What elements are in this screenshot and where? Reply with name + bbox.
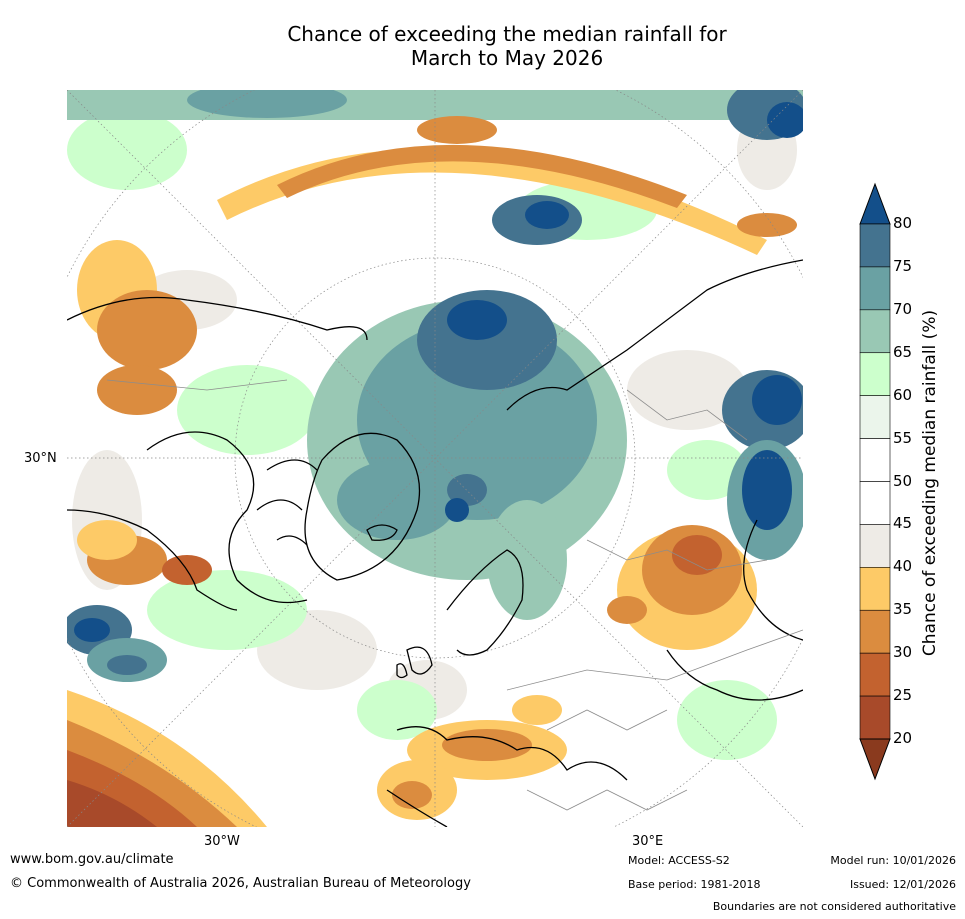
greenland-coast xyxy=(304,432,421,581)
colorbar-tick-label: 30 xyxy=(893,643,913,662)
siberia-coast xyxy=(506,259,803,411)
colorbar-band-20-25 xyxy=(859,695,891,740)
subtropical-atlantic-dry-region xyxy=(67,690,267,827)
boundaries-disclaimer: Boundaries are not considered authoritat… xyxy=(712,900,956,913)
central-asia-dry-region xyxy=(607,525,757,650)
colorbar xyxy=(859,182,891,781)
arctic-wet-region xyxy=(307,195,627,620)
colorbar-band-70-75 xyxy=(859,266,891,311)
north-america-coast xyxy=(67,296,368,611)
colorbar-tick-label: 70 xyxy=(893,299,913,318)
colorbar-tick-label: 45 xyxy=(893,514,913,533)
rainfall-probability-map xyxy=(67,90,803,827)
colorbar-tick-label: 50 xyxy=(893,471,913,490)
colorbar-band-50-55 xyxy=(859,438,891,482)
graticule xyxy=(67,90,803,827)
mediterranean-dry-region xyxy=(377,695,567,820)
colorbar-band-35-40 xyxy=(859,567,891,611)
copyright-text: © Commonwealth of Australia 2026, Austra… xyxy=(10,876,471,891)
scandinavia-coast xyxy=(446,549,524,656)
east-asia-coast xyxy=(743,519,803,641)
colorbar-band-30-35 xyxy=(859,609,891,654)
colorbar-band-75-80 xyxy=(859,223,891,268)
model-name: Model: ACCESS-S2 xyxy=(628,854,730,867)
colorbar-band-25-30 xyxy=(859,652,891,697)
colorbar-tick-label: 75 xyxy=(893,256,913,275)
latitude-label-30n: 30°N xyxy=(24,451,57,466)
colorbar-tick-label: 60 xyxy=(893,385,913,404)
east-asia-wet-region xyxy=(722,370,803,560)
europe-coast xyxy=(386,726,628,827)
colorbar-top-extension xyxy=(859,182,891,225)
colorbar-tick-label: 80 xyxy=(893,214,913,232)
coastlines xyxy=(67,259,803,827)
colorbar-tick-label: 65 xyxy=(893,342,913,361)
colorbar-tick-label: 20 xyxy=(893,729,913,747)
colorbar-band-40-45 xyxy=(859,524,891,568)
colorbar-tick-label: 40 xyxy=(893,557,913,576)
colorbar-band-45-50 xyxy=(859,481,891,525)
colorbar-band-60-65 xyxy=(859,352,891,396)
colorbar-band-65-70 xyxy=(859,309,891,354)
dry-arc-north-pacific xyxy=(217,116,797,255)
colorbar-tick-label: 25 xyxy=(893,686,913,705)
base-period: Base period: 1981-2018 xyxy=(628,878,761,891)
colorbar-label: Chance of exceeding median rainfall (%) xyxy=(920,309,940,657)
longitude-label-30e: 30°E xyxy=(632,834,664,849)
colorbar-tick-label: 35 xyxy=(893,600,913,619)
colorbar-bottom-extension xyxy=(859,738,891,781)
longitude-label-30w: 30°W xyxy=(204,834,240,849)
colorbar-band-55-60 xyxy=(859,395,891,439)
title-line-1: Chance of exceeding the median rainfall … xyxy=(287,22,727,46)
national-borders xyxy=(106,379,803,811)
issued-date: Issued: 12/01/2026 xyxy=(849,878,956,891)
website-link[interactable]: www.bom.gov.au/climate xyxy=(10,852,174,867)
arabian-coast xyxy=(666,649,803,701)
british-isles-coast xyxy=(396,646,433,679)
colorbar-tick-label: 55 xyxy=(893,428,913,447)
iceland-coast xyxy=(366,524,398,541)
title-line-2: March to May 2026 xyxy=(410,46,604,70)
west-wet-patches xyxy=(67,605,167,682)
canadian-archipelago xyxy=(256,459,318,546)
chart-title: Chance of exceeding the median rainfall … xyxy=(0,22,965,70)
model-run-date: Model run: 10/01/2026 xyxy=(830,854,956,867)
